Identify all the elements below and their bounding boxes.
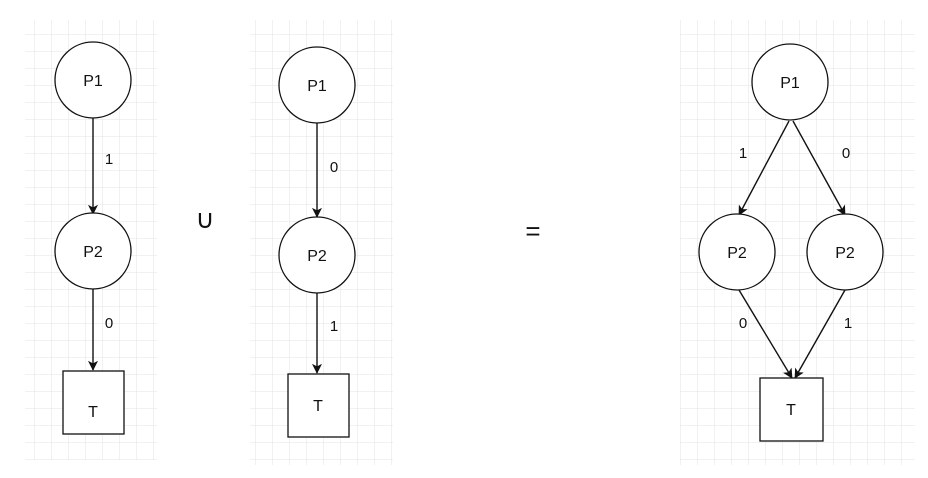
middle-node-p1 — [278, 46, 356, 124]
result-edge-p2-right-t-label: 1 — [844, 315, 852, 332]
result-edge-p1-p2-right — [792, 120, 846, 216]
result-node-p2-right — [806, 213, 884, 291]
result-node-p1 — [751, 43, 829, 121]
result-edge-p2-left-t — [738, 289, 793, 379]
result-edge-p1-p2-left — [738, 120, 790, 216]
result-node-p1-label: P1 — [780, 75, 800, 92]
left-node-t-label: T — [88, 404, 98, 421]
result-edge-p2-left-t-label: 0 — [739, 315, 747, 332]
left-edge-p2-t-label: 0 — [105, 315, 113, 332]
middle-node-p2 — [278, 216, 356, 294]
middle-node-p1-label: P1 — [307, 78, 327, 95]
left-diagram: P1 P2 T 1 0 — [54, 41, 132, 435]
left-edge-p1-p2-label: 1 — [105, 151, 113, 168]
result-node-t-label: T — [786, 402, 796, 419]
result-node-p2-right-label: P2 — [835, 245, 855, 262]
left-node-p2 — [54, 212, 132, 290]
result-diagram: P1 P2 P2 T 1 0 0 1 — [698, 43, 884, 442]
equals-operator: = — [525, 216, 540, 246]
result-edge-p2-right-t — [794, 289, 846, 379]
middle-node-t — [287, 373, 350, 438]
result-edge-p1-p2-right-label: 0 — [842, 145, 850, 162]
middle-diagram: P1 P2 T 0 1 — [278, 46, 356, 438]
union-operator: ∪ — [195, 204, 214, 234]
left-node-p2-label: P2 — [83, 244, 103, 261]
left-node-p1 — [54, 41, 132, 119]
result-edge-p1-p2-left-label: 1 — [739, 145, 747, 162]
result-node-p2-left-label: P2 — [727, 245, 747, 262]
result-node-t — [759, 377, 824, 442]
middle-edge-p2-t-label: 1 — [330, 318, 338, 335]
result-node-p2-left — [698, 213, 776, 291]
left-node-p1-label: P1 — [83, 73, 103, 90]
left-node-t — [62, 370, 125, 435]
middle-node-t-label: T — [313, 398, 323, 415]
middle-node-p2-label: P2 — [307, 248, 327, 265]
middle-edge-p1-p2-label: 0 — [330, 159, 338, 176]
